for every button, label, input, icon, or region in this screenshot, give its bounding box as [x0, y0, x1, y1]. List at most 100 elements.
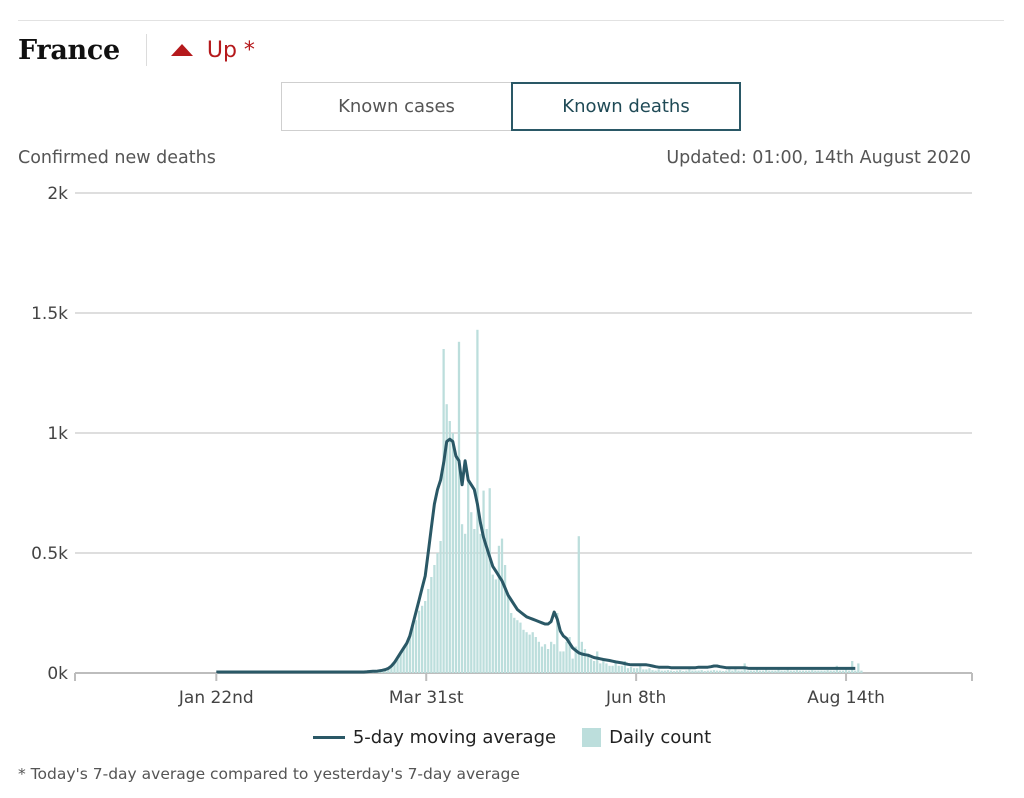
daily-bar — [768, 670, 771, 673]
daily-bar — [691, 670, 694, 673]
legend-bar-swatch — [582, 728, 602, 747]
daily-bar — [580, 641, 584, 673]
daily-bar — [820, 670, 823, 673]
daily-bar — [632, 668, 636, 673]
daily-bar — [734, 669, 737, 673]
daily-bar — [844, 669, 848, 673]
y-tick-label: 2k — [47, 184, 68, 204]
daily-bar — [424, 601, 427, 673]
daily-bar — [420, 605, 424, 673]
daily-bar — [510, 613, 513, 673]
daily-bar — [402, 649, 405, 673]
daily-bar — [525, 632, 528, 673]
daily-bar — [752, 670, 756, 673]
daily-bar — [814, 670, 817, 673]
daily-bar — [731, 670, 734, 673]
daily-bar — [513, 617, 516, 673]
daily-bar — [377, 671, 381, 673]
daily-bar — [405, 644, 408, 673]
daily-bar — [685, 670, 688, 673]
daily-bar — [722, 671, 725, 673]
daily-bar — [823, 670, 826, 673]
daily-bar — [454, 457, 458, 673]
daily-bar — [491, 574, 494, 673]
daily-bar — [596, 651, 599, 673]
daily-bar — [623, 661, 627, 673]
chart-header: France Up * — [18, 30, 255, 70]
daily-bar — [786, 669, 789, 673]
y-tick-label: 1k — [47, 424, 68, 444]
daily-bar — [384, 670, 387, 673]
daily-bar — [792, 670, 795, 673]
daily-bar — [559, 651, 562, 673]
deaths-chart: 0k 0.5k 1k 1.5k 2k Jan 22nd Mar 31st Jun 8th Au… — [31, 184, 973, 708]
daily-bar — [715, 670, 719, 673]
daily-bar — [387, 669, 390, 673]
daily-bar — [467, 481, 470, 673]
daily-bar — [608, 665, 611, 673]
daily-bar — [599, 663, 602, 673]
trend-label: Up * — [206, 37, 255, 63]
updated-timestamp: Updated: 01:00, 14th August 2020 — [666, 148, 971, 168]
daily-bar — [390, 667, 393, 673]
daily-bar — [522, 629, 525, 673]
daily-bar — [688, 669, 691, 673]
daily-bar — [648, 668, 651, 673]
daily-bar — [860, 670, 863, 673]
daily-bar — [832, 670, 835, 673]
daily-bar — [540, 646, 544, 673]
daily-bar — [854, 670, 857, 673]
daily-bar — [577, 536, 580, 673]
daily-bar — [417, 610, 421, 673]
daily-bar — [463, 533, 467, 673]
top-divider — [18, 20, 1004, 21]
daily-bar — [654, 670, 657, 673]
daily-bar — [804, 670, 808, 673]
x-tick-label: Jun 8th — [605, 688, 666, 708]
daily-bar — [725, 670, 728, 673]
daily-bar — [611, 665, 614, 673]
daily-bar — [507, 596, 510, 673]
daily-bar — [534, 637, 537, 673]
daily-bar — [847, 670, 851, 673]
daily-bar — [629, 667, 633, 673]
daily-bar — [497, 545, 501, 673]
daily-bar — [430, 577, 433, 673]
chart-subtitle: Confirmed new deaths — [18, 148, 216, 168]
daily-bar — [568, 637, 571, 673]
daily-bar — [660, 670, 663, 673]
daily-bar — [574, 646, 577, 673]
daily-bar — [718, 670, 722, 673]
daily-bar — [712, 670, 716, 673]
daily-bar — [642, 669, 645, 673]
daily-bar — [414, 620, 418, 673]
known-deaths-button[interactable]: Known deaths — [511, 82, 741, 131]
daily-bar — [445, 404, 448, 673]
daily-bar — [470, 512, 473, 673]
daily-bar — [427, 589, 430, 673]
daily-bar — [728, 669, 731, 673]
daily-bar — [393, 663, 396, 673]
daily-bar — [737, 670, 740, 673]
daily-bar — [516, 620, 519, 673]
x-tick-label: Mar 31st — [389, 688, 464, 708]
daily-bar — [433, 565, 436, 673]
daily-bar — [826, 670, 829, 673]
daily-bar — [672, 671, 676, 673]
daily-bar — [494, 579, 497, 673]
daily-bar — [697, 670, 700, 673]
y-tick-label: 1.5k — [31, 304, 68, 324]
footnote: * Today's 7-day average compared to yest… — [18, 765, 520, 783]
daily-bar — [381, 671, 384, 673]
daily-bar — [562, 651, 565, 673]
daily-bar — [789, 670, 792, 673]
daily-bar — [546, 649, 550, 673]
daily-bar — [675, 670, 679, 673]
daily-bar — [411, 625, 415, 673]
daily-bar — [651, 670, 654, 673]
known-cases-button[interactable]: Known cases — [281, 82, 511, 131]
daily-bar — [460, 524, 464, 673]
daily-count-bars — [365, 329, 863, 673]
daily-bar — [586, 653, 590, 673]
daily-bar — [485, 529, 488, 673]
